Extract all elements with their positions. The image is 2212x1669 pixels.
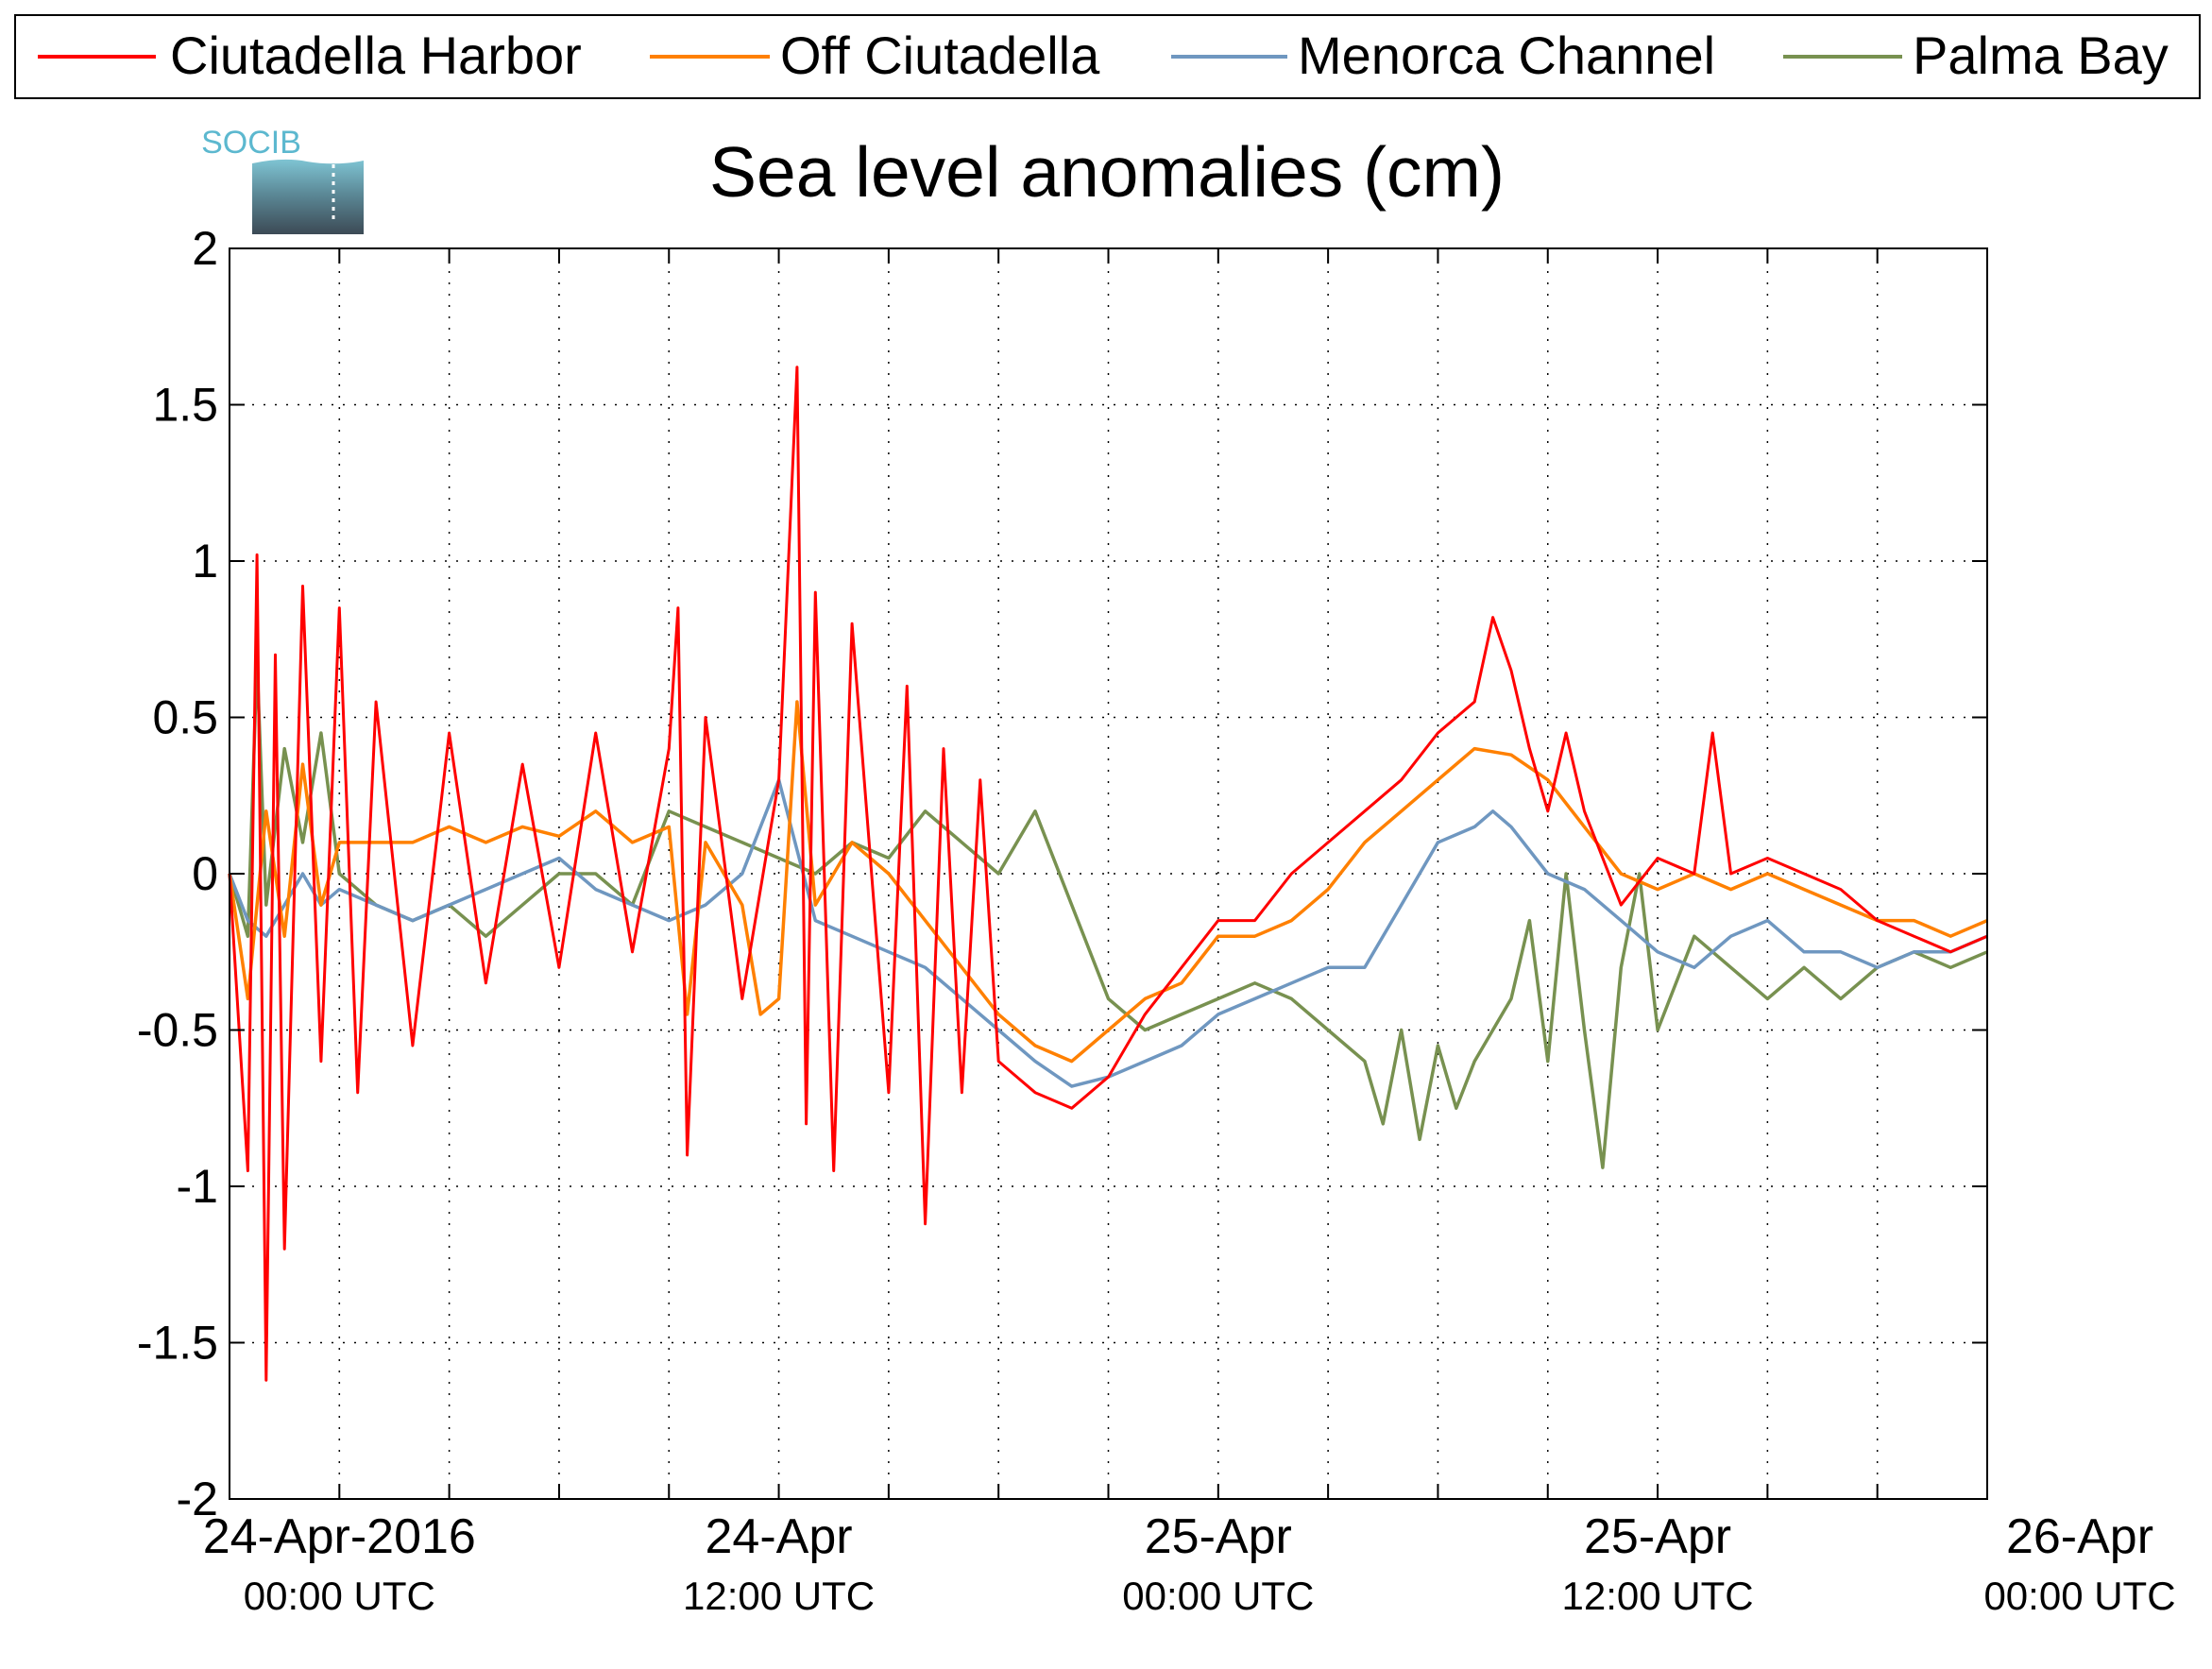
x-tick-sublabel: 00:00 UTC [1122, 1574, 1314, 1618]
y-tick-label: 1.5 [152, 379, 218, 432]
series-line-menorca-channel [228, 777, 1988, 1088]
legend-label-menorca-channel: Menorca Channel [1298, 26, 1715, 85]
legend: Ciutadella Harbor Off Ciutadella Menorca… [14, 14, 2201, 99]
socib-logo: SOCIB [201, 125, 364, 234]
x-tick-label: 25-Apr [1584, 1509, 1731, 1564]
y-tick-label: -1.5 [137, 1317, 218, 1370]
x-tick-sublabel: 12:00 UTC [1562, 1574, 1754, 1618]
y-tick-label: 1 [192, 535, 218, 588]
y-tick-label: -0.5 [137, 1004, 218, 1057]
x-axis-tick-labels: 24-Apr-2016 00:00 UTC 24-Apr 12:00 UTC 25-Ap… [203, 1509, 2176, 1618]
x-tick-label: 24-Apr [706, 1509, 853, 1564]
y-tick-label: 2 [192, 222, 218, 275]
x-tick-sublabel: 00:00 UTC [244, 1574, 435, 1618]
axis-ticks [230, 247, 1988, 1500]
y-tick-label: 0 [192, 847, 218, 900]
x-tick-label: 25-Apr [1145, 1509, 1292, 1564]
legend-label-palma-bay: Palma Bay [1913, 26, 2169, 85]
x-tick-label: 26-Apr [2006, 1509, 2153, 1564]
socib-logo-wave [252, 159, 364, 234]
socib-logo-text: SOCIB [201, 125, 301, 161]
y-axis-tick-labels: 2 1.5 1 0.5 0 -0.5 -1 -1.5 -2 [137, 222, 218, 1525]
x-tick-label: 24-Apr-2016 [203, 1509, 476, 1564]
y-tick-label: 0.5 [152, 691, 218, 744]
series-line-off-ciutadella [228, 700, 1988, 1064]
x-tick-sublabel: 00:00 UTC [1983, 1574, 2175, 1618]
legend-label-off-ciutadella: Off Ciutadella [780, 26, 1100, 85]
legend-label-ciutadella-harbor: Ciutadella Harbor [170, 26, 582, 85]
series-line-ciutadella-harbor [228, 366, 1988, 1382]
chart-title: Sea level anomalies (cm) [709, 132, 1505, 212]
x-tick-sublabel: 12:00 UTC [683, 1574, 875, 1618]
y-tick-label: -2 [177, 1473, 218, 1525]
y-tick-label: -1 [177, 1160, 218, 1213]
series-lines [228, 366, 1988, 1382]
